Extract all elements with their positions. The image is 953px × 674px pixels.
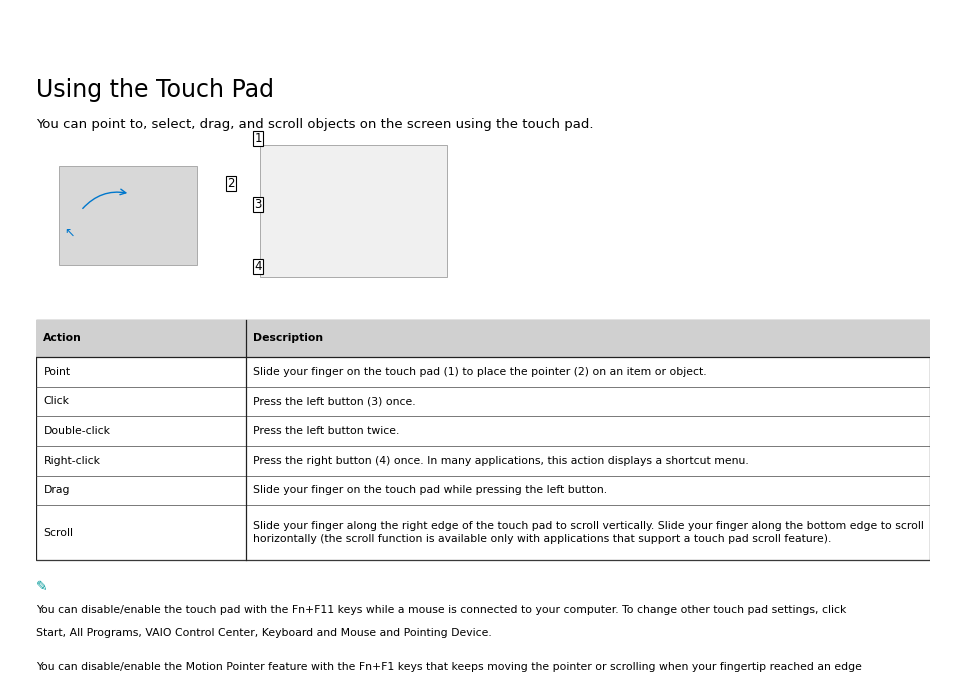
Text: Slide your finger on the touch pad (1) to place the pointer (2) on an item or ob: Slide your finger on the touch pad (1) t… (253, 367, 706, 377)
Text: ◄ 42 ►: ◄ 42 ► (884, 13, 920, 23)
Text: Right-click: Right-click (43, 456, 100, 466)
Text: Click: Click (43, 396, 70, 406)
Text: Press the left button (3) once.: Press the left button (3) once. (253, 396, 416, 406)
Text: VAIO: VAIO (15, 28, 64, 46)
Text: Press the left button twice.: Press the left button twice. (253, 426, 399, 436)
Text: You can disable/enable the touch pad with the Fn+F11 keys while a mouse is conne: You can disable/enable the touch pad wit… (36, 605, 845, 615)
Text: ✎: ✎ (36, 580, 48, 594)
Bar (259, 145, 447, 277)
Text: 1: 1 (253, 132, 261, 145)
Text: You can disable/enable the Motion Pointer feature with the Fn+F1 keys that keeps: You can disable/enable the Motion Pointe… (36, 663, 862, 672)
Text: You can point to, select, drag, and scroll objects on the screen using the touch: You can point to, select, drag, and scro… (36, 117, 593, 131)
Bar (36, 320, 929, 561)
Text: Slide your finger along the right edge of the touch pad to scroll vertically. Sl: Slide your finger along the right edge o… (253, 522, 923, 545)
Text: 2: 2 (227, 177, 234, 190)
Text: Scroll: Scroll (43, 528, 73, 538)
Bar (36, 320, 929, 357)
Text: Using Your VAIO Computer: Using Your VAIO Computer (781, 40, 920, 51)
Text: Point: Point (43, 367, 71, 377)
Text: Double-click: Double-click (43, 426, 111, 436)
Text: Press the right button (4) once. In many applications, this action displays a sh: Press the right button (4) once. In many… (253, 456, 748, 466)
Text: Slide your finger on the touch pad while pressing the left button.: Slide your finger on the touch pad while… (253, 485, 607, 495)
Text: 4: 4 (253, 260, 261, 273)
Text: Using the Touch Pad: Using the Touch Pad (36, 78, 274, 102)
Text: Action: Action (43, 334, 82, 344)
Text: Description: Description (253, 334, 323, 344)
Text: Start, All Programs, VAIO Control Center, Keyboard and Mouse and Pointing Device: Start, All Programs, VAIO Control Center… (36, 628, 492, 638)
Text: Drag: Drag (43, 485, 70, 495)
Text: ↖: ↖ (64, 227, 74, 240)
Text: 3: 3 (254, 198, 261, 211)
Bar (58, 166, 197, 265)
